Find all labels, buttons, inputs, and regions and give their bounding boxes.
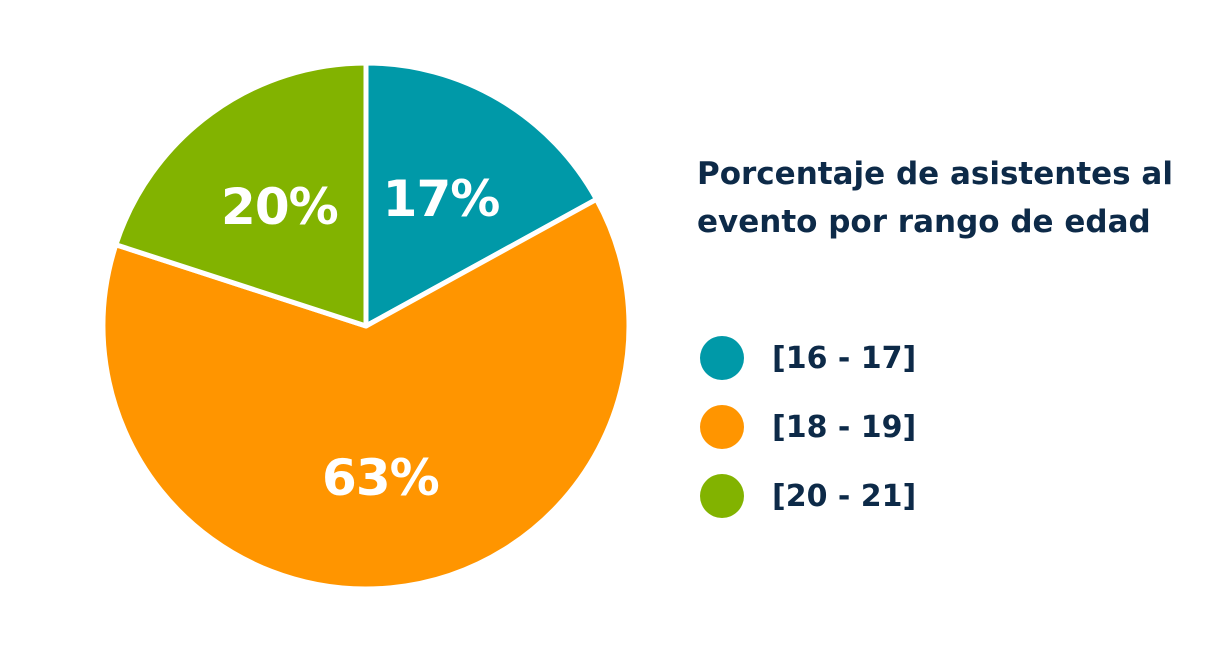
pie-slice-18-19 [100, 196, 632, 592]
legend-swatch-20-21 [700, 474, 744, 518]
legend-item-18-19: [18 - 19] [700, 405, 916, 449]
legend-label-16-17: [16 - 17] [772, 340, 917, 376]
pie-slice-20-21 [113, 60, 369, 329]
pie-slice-16-17 [363, 60, 599, 329]
legend-swatch-16-17 [700, 336, 744, 380]
legend-item-20-21: [20 - 21] [700, 474, 916, 518]
pie-slice-labels: 17% 63% 20% [221, 170, 500, 507]
chart-title: Porcentaje de asistentes al evento por r… [697, 156, 1173, 240]
legend-label-18-19: [18 - 19] [772, 409, 917, 445]
pie-slice-label-18-19: 63% [322, 449, 439, 507]
legend-item-16-17: [16 - 17] [700, 336, 916, 380]
legend-label-20-21: [20 - 21] [772, 478, 917, 514]
pie-slices [100, 60, 632, 592]
pie-slice-label-20-21: 20% [221, 178, 338, 236]
pie-chart: 17% 63% 20% [100, 60, 632, 592]
legend-swatch-18-19 [700, 405, 744, 449]
pie-slice-label-16-17: 17% [383, 170, 500, 228]
legend: [16 - 17] [18 - 19] [20 - 21] [700, 336, 916, 543]
